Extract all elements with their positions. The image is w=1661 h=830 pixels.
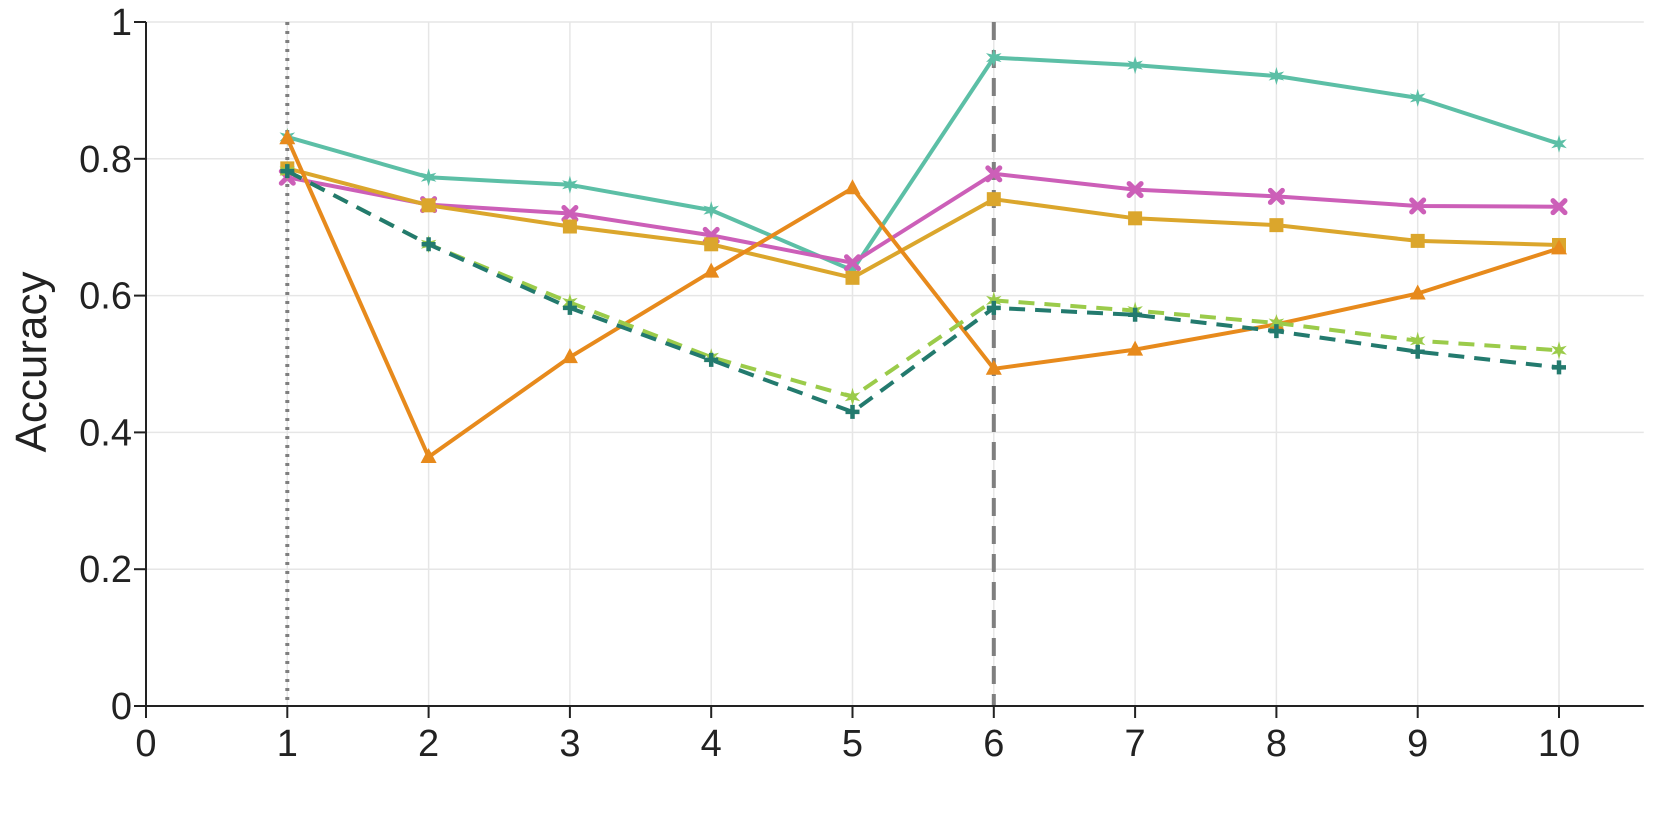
data-point: [985, 359, 1002, 375]
series-line: [286, 171, 1560, 265]
x-tick-label: 5: [842, 723, 863, 765]
y-tick-label: 0.8: [79, 139, 132, 181]
y-tick-label: 0.4: [79, 412, 132, 454]
data-point: [1409, 331, 1426, 350]
data-point: [1127, 56, 1143, 75]
data-point: [562, 219, 577, 234]
data-point: [280, 164, 295, 179]
series-line: [286, 166, 1560, 280]
x-tick-label: 4: [701, 723, 722, 765]
data-point: [1409, 88, 1426, 107]
data-point: [986, 291, 1002, 310]
data-point: [421, 198, 436, 213]
series-line: [286, 169, 1560, 414]
data-point: [985, 165, 1003, 183]
data-point: [844, 254, 861, 272]
data-point: [421, 237, 436, 252]
data-point: [1551, 341, 1567, 360]
series-line: [286, 55, 1560, 273]
series-line: [285, 137, 1560, 459]
data-point: [844, 179, 861, 195]
data-point: [1127, 340, 1144, 356]
data-point: [1409, 284, 1426, 300]
series-2: [278, 165, 1568, 272]
data-point: [703, 201, 719, 220]
data-point: [1409, 197, 1427, 215]
data-point: [1126, 181, 1144, 199]
tick-labels: 0 1 2 3 4 5 6 7 8 9 10 0 0.2 0.4 0.6 0.8 1: [79, 2, 1580, 765]
data-point: [1269, 324, 1284, 339]
series-group: [278, 48, 1568, 464]
data-point: [845, 270, 860, 285]
data-point: [562, 175, 578, 194]
data-point: [561, 348, 578, 364]
data-point: [1269, 218, 1284, 233]
data-point: [845, 404, 860, 419]
x-tick-label: 8: [1266, 723, 1287, 765]
data-point: [844, 387, 861, 406]
x-tick-label: 6: [983, 723, 1004, 765]
data-point: [704, 352, 719, 367]
data-point: [1268, 314, 1285, 332]
data-point: [420, 168, 437, 187]
reference-lines: [285, 22, 996, 706]
data-point: [420, 448, 437, 464]
data-point: [1268, 67, 1285, 85]
data-point: [844, 261, 861, 280]
data-point: [1552, 360, 1566, 375]
y-tick-label: 1: [111, 2, 132, 44]
data-point: [1410, 233, 1425, 248]
data-point: [703, 262, 720, 278]
y-tick-label: 0.6: [79, 276, 132, 318]
data-point: [1550, 198, 1568, 216]
series-4: [279, 129, 1567, 464]
data-point: [1128, 211, 1143, 226]
data-point: [1551, 239, 1567, 255]
series-6: [280, 164, 1566, 419]
y-tick-label: 0: [111, 686, 132, 728]
data-point: [986, 300, 1001, 315]
x-tick-label: 7: [1125, 723, 1146, 765]
data-point: [986, 48, 1002, 67]
data-point: [704, 237, 719, 252]
data-point: [279, 129, 296, 145]
series-5: [279, 162, 1567, 406]
data-point: [1410, 344, 1425, 359]
data-point: [561, 205, 579, 223]
series-1: [279, 48, 1567, 280]
x-tick-label: 0: [135, 723, 156, 765]
x-tick-label: 10: [1538, 723, 1580, 765]
x-tick-label: 1: [277, 723, 298, 765]
x-tick-label: 3: [559, 723, 580, 765]
data-point: [1551, 134, 1567, 153]
y-tick-label: 0.2: [79, 549, 132, 591]
x-tick-label: 2: [418, 723, 439, 765]
y-axis-title: Accuracy: [7, 272, 56, 453]
data-point: [986, 192, 1001, 207]
grid: [146, 21, 1644, 706]
axes: [134, 21, 1644, 718]
data-point: [1267, 187, 1285, 205]
data-point: [562, 300, 577, 315]
x-tick-label: 9: [1407, 723, 1428, 765]
series-line: [286, 169, 1560, 399]
data-point: [1128, 307, 1143, 322]
